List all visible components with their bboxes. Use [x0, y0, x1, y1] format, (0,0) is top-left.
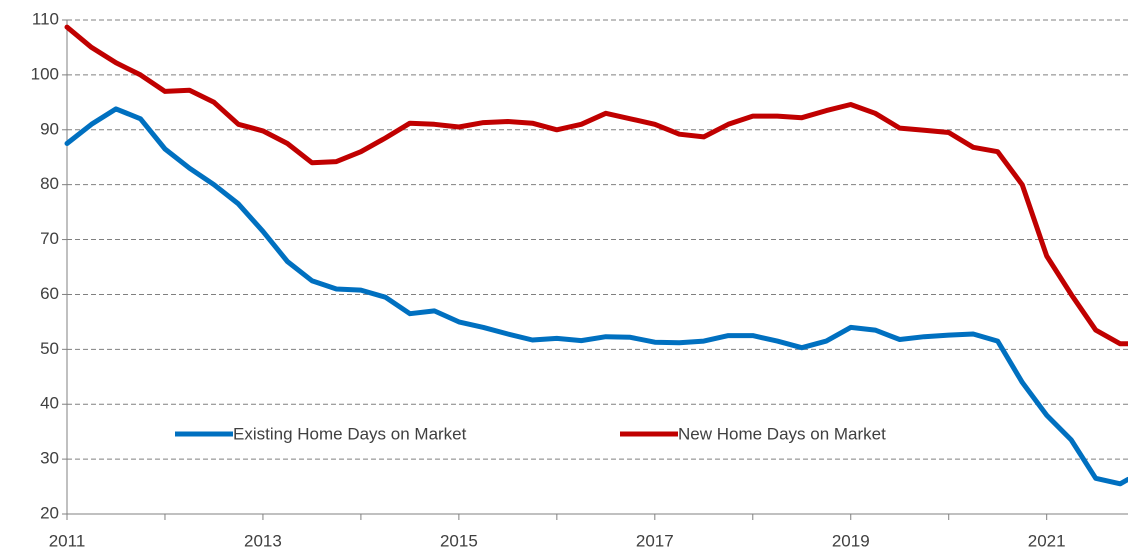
x-tick-label: 2017 [636, 531, 674, 550]
line-series [64, 24, 1128, 347]
x-tick-label: 2021 [1028, 531, 1066, 550]
y-tick-label: 60 [40, 284, 59, 303]
y-tick-label: 110 [32, 9, 59, 28]
y-tick-label: 30 [40, 449, 59, 468]
legend-label: Existing Home Days on Market [233, 424, 467, 443]
y-tick-label: 50 [40, 339, 59, 358]
y-tick-label: 20 [40, 503, 59, 522]
line-series [64, 106, 1128, 487]
y-tick-label: 80 [40, 174, 59, 193]
x-tick-label: 2019 [832, 531, 870, 550]
legend-label: New Home Days on Market [678, 424, 886, 443]
x-tick-label: 2015 [440, 531, 478, 550]
x-tick-label: 2013 [244, 531, 282, 550]
y-tick-label: 100 [31, 64, 59, 83]
y-tick-label: 70 [40, 229, 59, 248]
y-tick-label: 90 [40, 119, 59, 138]
y-tick-label: 40 [40, 394, 59, 413]
x-tick-label: 2011 [49, 531, 86, 550]
